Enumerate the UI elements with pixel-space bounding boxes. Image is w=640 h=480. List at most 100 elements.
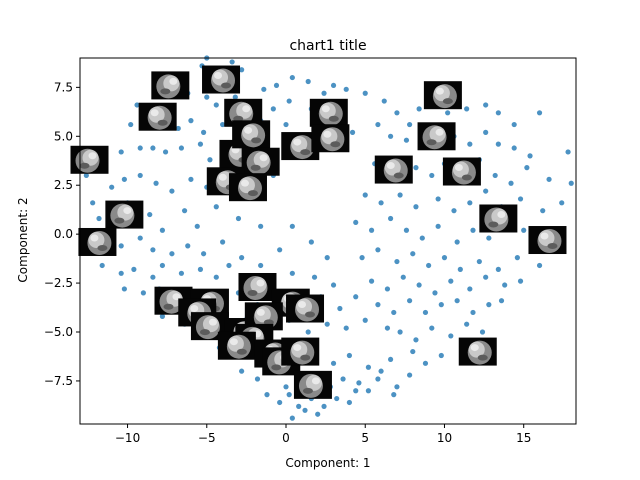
- face-glare: [435, 87, 444, 95]
- data-point: [498, 298, 505, 304]
- data-point: [517, 196, 524, 202]
- data-point: [391, 392, 397, 398]
- data-point: [407, 372, 413, 378]
- data-point: [343, 86, 349, 92]
- data-point: [258, 223, 264, 229]
- data-point: [137, 172, 143, 179]
- data-point: [334, 395, 340, 402]
- data-point: [90, 200, 96, 206]
- data-point: [394, 258, 400, 265]
- data-point: [181, 208, 188, 214]
- data-point: [568, 180, 574, 186]
- face-thumbnail: [202, 65, 241, 94]
- data-point: [220, 239, 226, 245]
- face-thumbnail: [241, 147, 280, 176]
- data-point: [495, 266, 501, 272]
- face-shadow: [233, 115, 244, 122]
- face-glare: [256, 308, 265, 316]
- face-thumbnail: [105, 200, 144, 229]
- face-shadow: [247, 190, 258, 197]
- data-point: [451, 208, 457, 214]
- face-shadow: [300, 149, 311, 156]
- data-point: [400, 274, 406, 280]
- data-point: [483, 102, 489, 108]
- data-point: [378, 200, 384, 206]
- face-shadow: [393, 172, 404, 179]
- data-point: [137, 145, 143, 151]
- data-point: [353, 219, 359, 226]
- data-point: [362, 90, 368, 96]
- data-point: [368, 278, 375, 284]
- data-point: [134, 102, 140, 108]
- data-point: [407, 298, 413, 304]
- data-point: [470, 227, 476, 233]
- y-tick-label: −5.0: [44, 325, 73, 339]
- data-point: [159, 262, 166, 269]
- data-point: [486, 235, 492, 241]
- face-thumbnail: [293, 370, 332, 399]
- x-tick-label: −10: [115, 431, 140, 445]
- data-point: [185, 243, 191, 249]
- x-axis-ticks: −10 −5 0 5 10 15: [115, 424, 531, 445]
- face-glare: [90, 234, 99, 242]
- data-point: [131, 266, 137, 272]
- data-point: [305, 78, 311, 85]
- data-point: [536, 262, 543, 269]
- data-point: [96, 215, 102, 222]
- data-point: [495, 141, 501, 147]
- face-thumbnail: [217, 331, 256, 360]
- data-point: [467, 200, 473, 206]
- data-point: [470, 309, 476, 316]
- face-shadow: [79, 162, 90, 169]
- data-point: [137, 235, 143, 241]
- data-point: [353, 388, 359, 394]
- y-tick-label: −7.5: [44, 374, 73, 388]
- data-point: [375, 376, 381, 382]
- face-glare: [323, 130, 332, 138]
- face-shadow: [300, 354, 311, 361]
- face-glare: [540, 232, 549, 240]
- data-point: [220, 121, 226, 128]
- face-glare: [244, 126, 253, 134]
- y-axis-label: Component: 2: [16, 197, 30, 282]
- face-glare: [242, 105, 251, 113]
- data-point: [188, 176, 194, 182]
- face-thumbnail: [281, 337, 320, 366]
- face-shadow: [547, 243, 558, 250]
- data-point: [435, 196, 441, 202]
- face-shadow: [114, 217, 125, 224]
- face-shadow: [250, 164, 261, 171]
- data-point: [289, 74, 295, 81]
- data-point: [438, 302, 444, 308]
- data-point: [454, 298, 460, 304]
- data-point: [302, 407, 308, 413]
- face-glare: [293, 344, 302, 352]
- face-shadow: [160, 88, 171, 95]
- face-glare: [497, 210, 506, 218]
- face-shadow: [461, 174, 472, 181]
- x-tick-label: 0: [282, 431, 290, 445]
- data-point: [365, 364, 372, 370]
- data-point: [362, 192, 368, 198]
- data-point: [441, 255, 448, 261]
- x-tick-label: 15: [516, 431, 531, 445]
- face-glare: [454, 164, 463, 172]
- axes-frame: [79, 57, 577, 425]
- data-point: [410, 251, 416, 257]
- face-thumbnail: [309, 98, 348, 127]
- y-tick-label: 0.0: [54, 227, 73, 241]
- data-point: [150, 274, 156, 280]
- data-point: [432, 290, 438, 296]
- data-point: [289, 270, 295, 276]
- face-shadow: [271, 364, 282, 371]
- data-point: [337, 305, 343, 312]
- data-point: [387, 356, 394, 363]
- data-point: [175, 125, 181, 132]
- face-shadow: [477, 354, 488, 361]
- data-point: [169, 251, 175, 257]
- data-point: [464, 321, 470, 327]
- face-glare: [218, 173, 227, 181]
- face-glare: [169, 77, 178, 85]
- data-point: [235, 215, 242, 222]
